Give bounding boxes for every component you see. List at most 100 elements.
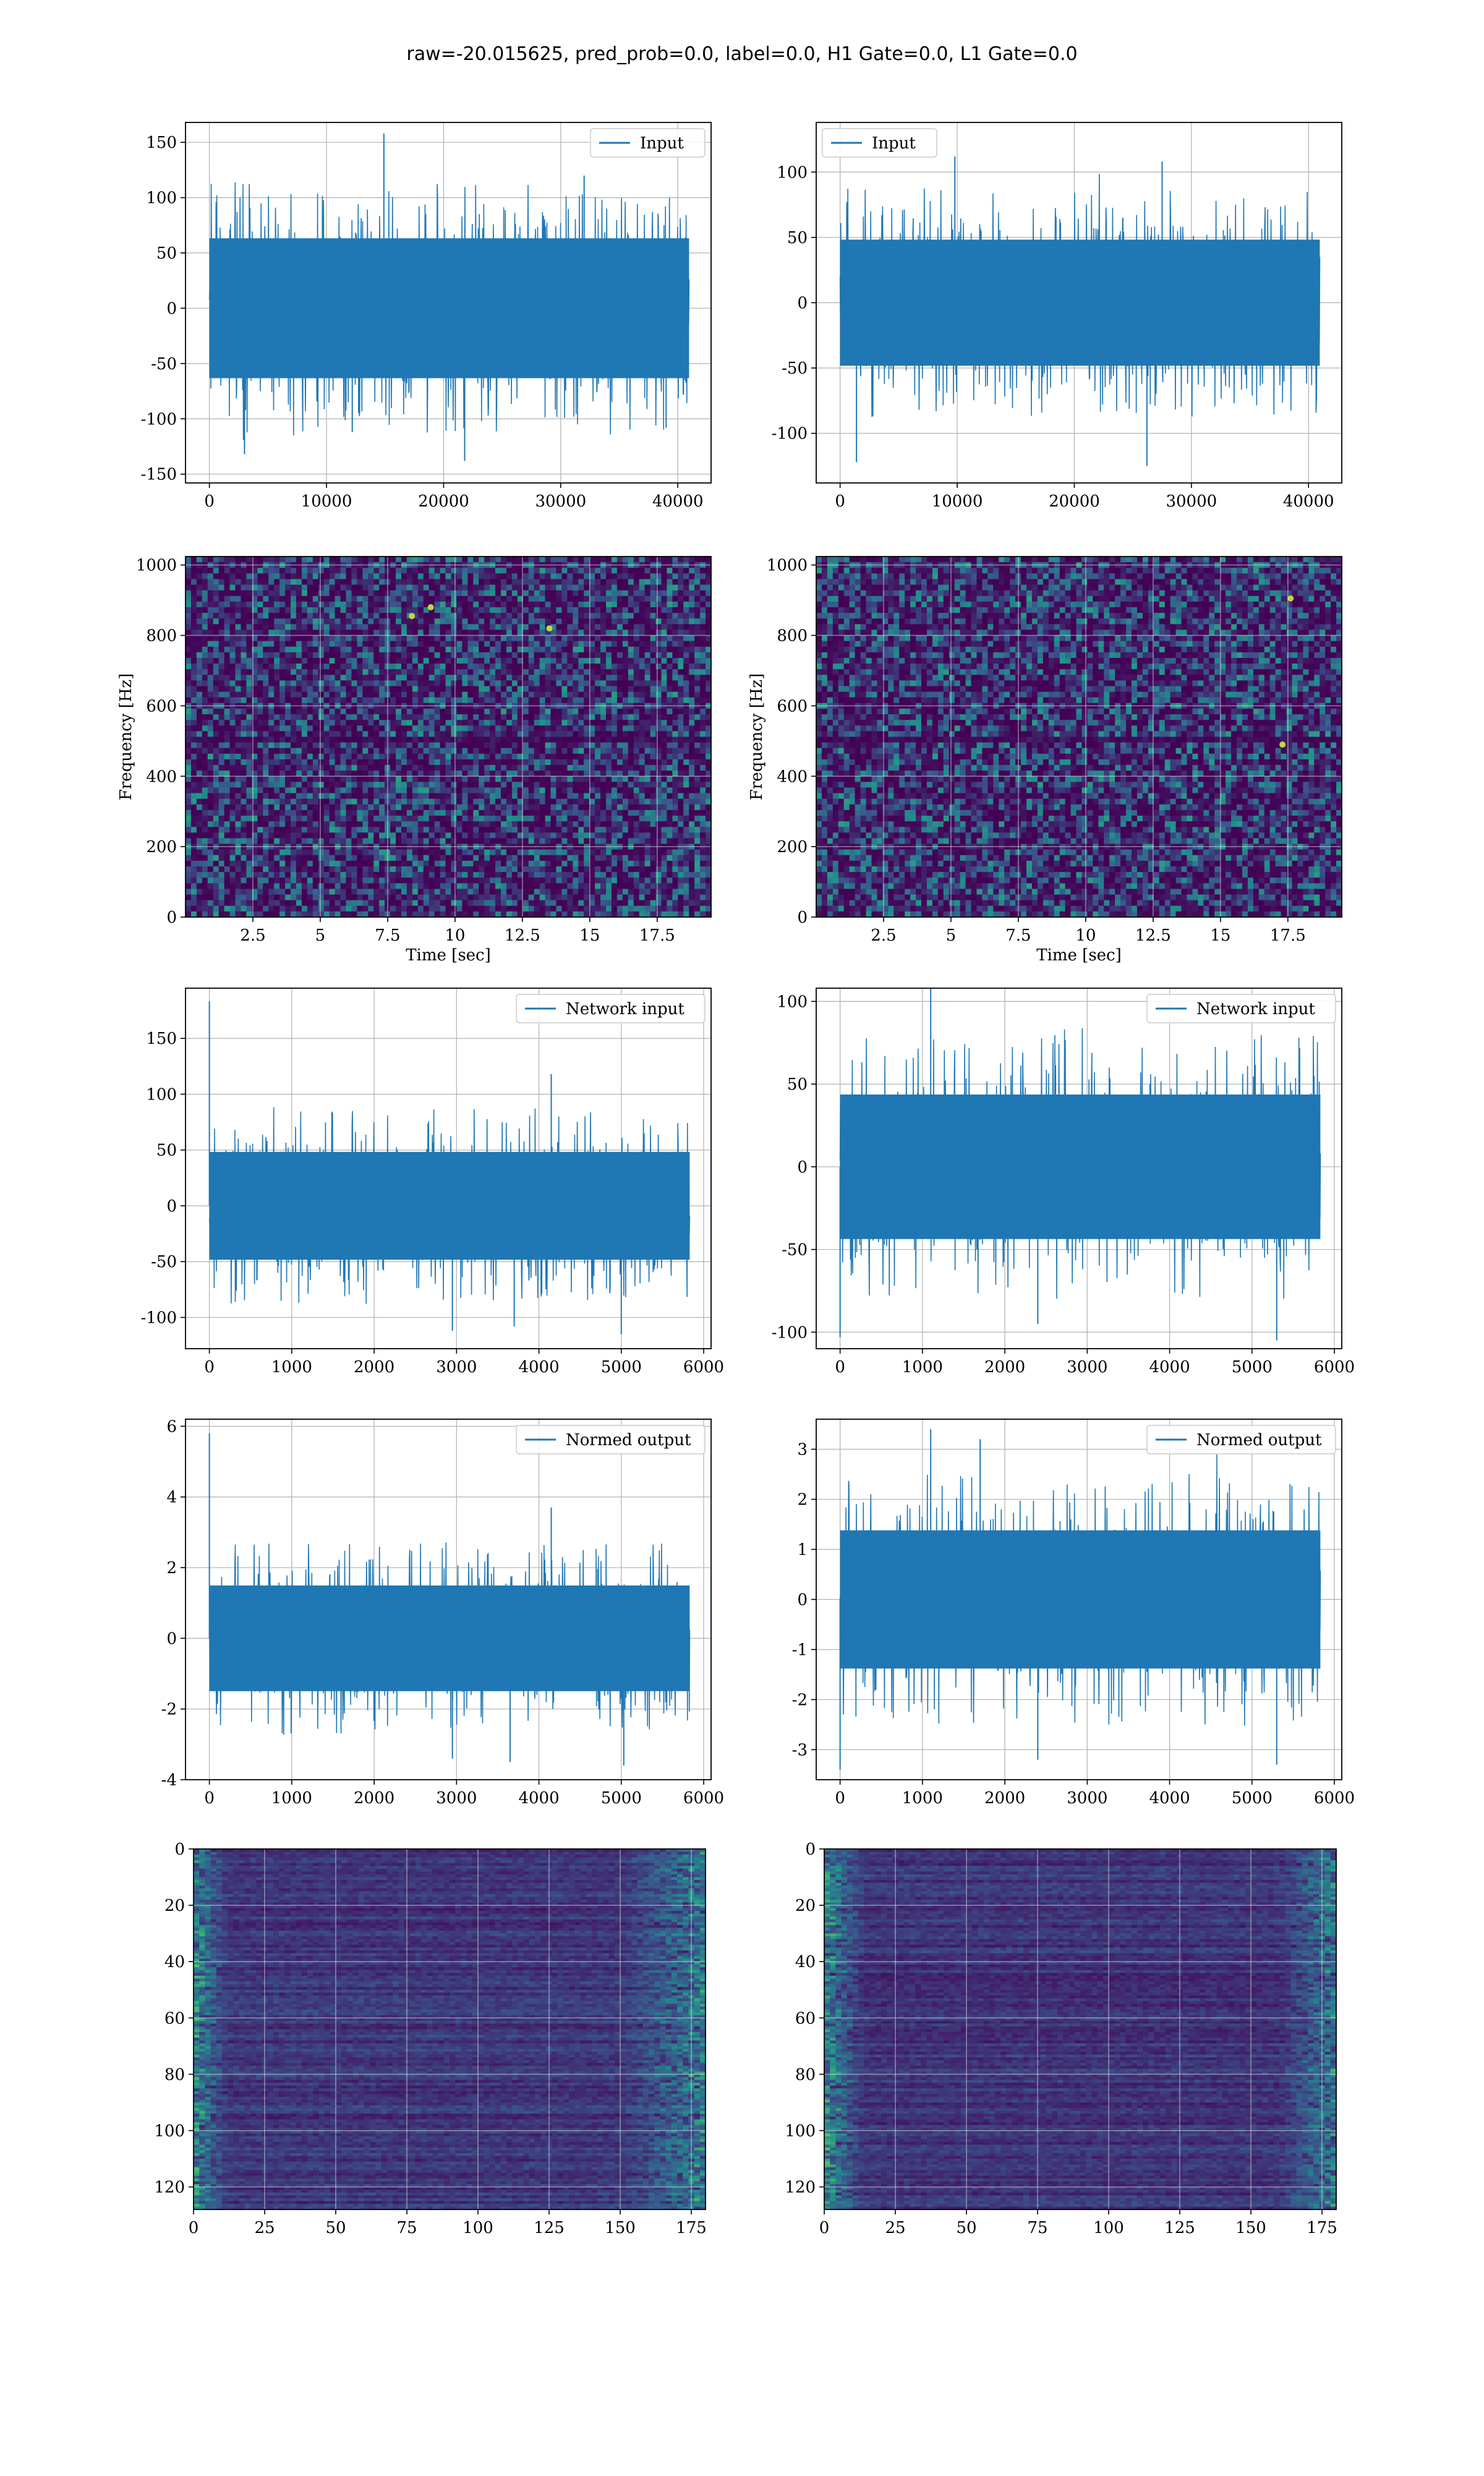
heatmap-cell: [236, 698, 242, 704]
heatmap-cell: [341, 686, 347, 693]
heatmap-cell: [473, 675, 479, 681]
heatmap-cell: [219, 832, 225, 839]
heatmap-cell: [191, 675, 197, 681]
heatmap-cell: [257, 855, 263, 861]
heatmap-cell: [467, 883, 474, 889]
heatmap-cell: [246, 737, 252, 743]
heatmap-cell: [219, 698, 225, 704]
heatmap-cell: [324, 895, 330, 901]
heatmap-cell: [567, 641, 573, 647]
heatmap-cell: [307, 805, 313, 811]
heatmap-cell: [197, 810, 203, 816]
heatmap-cell: [357, 573, 363, 579]
heatmap-cell: [412, 557, 419, 563]
heatmap-cell: [484, 664, 490, 670]
heatmap-cell: [224, 647, 231, 653]
heatmap-cell: [401, 647, 407, 653]
heatmap-cell: [373, 832, 380, 839]
heatmap-cell: [418, 883, 424, 889]
heatmap-cell: [501, 641, 507, 647]
heatmap-cell: [556, 658, 562, 664]
heatmap-cell: [595, 636, 601, 642]
heatmap-cell: [263, 607, 269, 613]
heatmap-cell: [368, 765, 374, 771]
heatmap-cell: [341, 771, 347, 777]
heatmap-cell: [451, 698, 457, 704]
heatmap-cell: [446, 624, 452, 630]
heatmap-cell: [368, 630, 374, 636]
heatmap-cell: [330, 636, 336, 642]
heatmap-cell: [584, 748, 590, 754]
heatmap-cell: [556, 692, 562, 698]
heatmap-cell: [506, 827, 513, 833]
heatmap-cell: [390, 810, 396, 816]
heatmap-cell: [268, 850, 275, 856]
heatmap-cell: [523, 900, 529, 907]
heatmap-cell: [379, 618, 385, 625]
heatmap-cell: [263, 675, 269, 681]
heatmap-cell: [495, 647, 501, 653]
heatmap-cell: [418, 832, 424, 839]
heatmap-cell: [534, 692, 540, 698]
heatmap-cell: [401, 861, 407, 867]
heatmap-cell: [313, 669, 319, 675]
heatmap-cell: [268, 630, 275, 636]
heatmap-cell: [335, 799, 341, 805]
heatmap-cell: [318, 765, 325, 771]
heatmap-cell: [484, 607, 490, 613]
heatmap-cell: [534, 579, 540, 585]
heatmap-cell: [202, 596, 208, 602]
heatmap-cell: [561, 714, 568, 720]
heatmap-cell: [440, 692, 446, 698]
heatmap-cell: [213, 895, 220, 901]
heatmap-cell: [584, 855, 590, 861]
heatmap-cell: [573, 686, 579, 693]
heatmap-cell: [341, 596, 347, 602]
heatmap-cell: [296, 827, 302, 833]
heatmap-cell: [540, 771, 546, 777]
heatmap-cell: [285, 731, 291, 737]
heatmap-cell: [202, 591, 208, 597]
heatmap-cell: [523, 895, 529, 901]
heatmap-cell: [324, 585, 330, 591]
heatmap-cell: [379, 591, 385, 597]
heatmap-cell: [296, 613, 302, 619]
heatmap-cell: [368, 805, 374, 811]
heatmap-cell: [302, 692, 308, 698]
heatmap-cell: [456, 877, 463, 884]
heatmap-cell: [373, 765, 380, 771]
heatmap-cell: [335, 900, 341, 907]
heatmap-cell: [462, 855, 468, 861]
heatmap-cell: [456, 720, 463, 726]
heatmap-cell: [324, 579, 330, 585]
heatmap-cell: [324, 725, 330, 732]
heatmap-cell: [224, 641, 231, 647]
heatmap-cell: [379, 787, 385, 793]
heatmap-cell: [556, 754, 562, 760]
heatmap-cell: [357, 618, 363, 625]
heatmap-cell: [540, 799, 546, 805]
heatmap-cell: [506, 630, 513, 636]
heatmap-cell: [473, 591, 479, 597]
heatmap-cell: [534, 872, 540, 878]
heatmap-cell: [490, 883, 496, 889]
heatmap-cell: [401, 883, 407, 889]
heatmap-cell: [285, 664, 291, 670]
heatmap-cell: [584, 692, 590, 698]
heatmap-cell: [285, 799, 291, 805]
heatmap-cell: [230, 630, 236, 636]
heatmap-cell: [302, 613, 308, 619]
heatmap-cell: [324, 782, 330, 788]
heatmap-cell: [529, 664, 535, 670]
heatmap-cell: [424, 641, 430, 647]
heatmap-cell: [291, 838, 297, 844]
heatmap-cell: [318, 557, 325, 563]
heatmap-cell: [268, 838, 275, 844]
heatmap-cell: [230, 709, 236, 715]
heatmap-cell: [324, 855, 330, 861]
heatmap-cell: [224, 793, 231, 800]
heatmap-cell: [351, 900, 357, 907]
heatmap-cell: [335, 883, 341, 889]
heatmap-cell: [418, 895, 424, 901]
heatmap-cell: [191, 759, 197, 766]
